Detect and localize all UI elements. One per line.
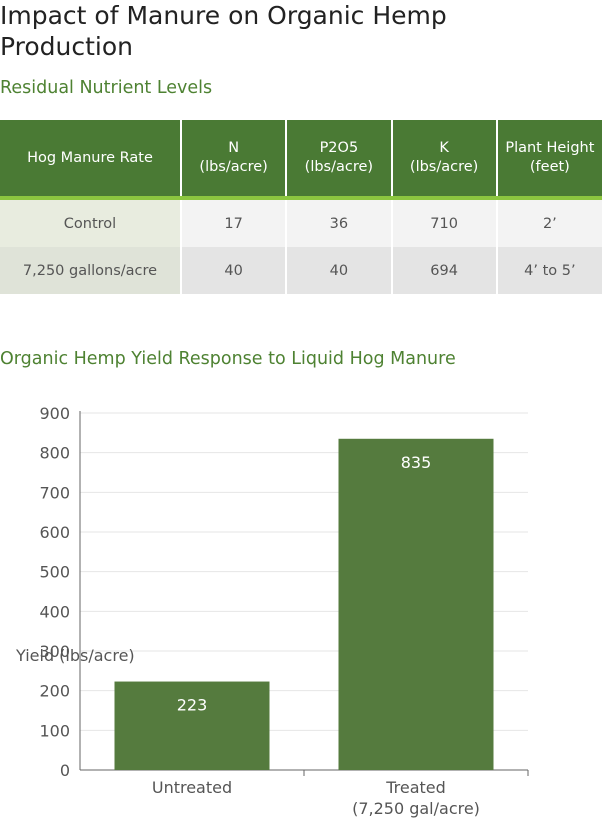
bar	[114, 681, 270, 770]
page-title: Impact of Manure on Organic Hemp Product…	[0, 1, 447, 61]
x-tick-label: (7,250 gal/acre)	[352, 799, 480, 818]
header-p2o5: P2O5 (lbs/acre)	[286, 120, 393, 200]
header-hog-manure-rate: Hog Manure Rate	[0, 120, 182, 200]
cell-p2o5: 36	[286, 198, 393, 247]
table-section-title: Residual Nutrient Levels	[0, 78, 213, 98]
cell-p2o5: 40	[286, 247, 393, 294]
bar	[338, 438, 494, 770]
table-header-row: Hog Manure Rate N (lbs/acre) P2O5 (lbs/a…	[0, 120, 602, 200]
y-tick-label: 0	[60, 761, 70, 780]
table-row: 7,250 gallons/acre 40 40 694 4’ to 5’	[0, 247, 602, 294]
x-tick-label: Untreated	[152, 778, 232, 797]
cell-n: 17	[181, 198, 288, 247]
cell-k: 694	[391, 247, 498, 294]
cell-plant-height: 2’	[496, 198, 602, 247]
y-tick-label: 400	[39, 602, 70, 621]
header-n: N (lbs/acre)	[181, 120, 288, 200]
y-tick-label: 200	[39, 682, 70, 701]
y-tick-label: 600	[39, 523, 70, 542]
yield-chart-svg: 0 100 200 300 400 500 600 700 800 900 223 Untreated…	[15, 404, 529, 818]
bar-value-label: 835	[401, 453, 432, 472]
y-tick-label: 900	[39, 404, 70, 423]
header-plant-height: Plant Height (feet)	[496, 120, 602, 200]
table-row: Control 17 36 710 2’	[0, 198, 602, 247]
x-tick-label: Treated	[385, 778, 446, 797]
cell-rate: Control	[0, 198, 182, 247]
cell-rate: 7,250 gallons/acre	[0, 247, 182, 294]
cell-plant-height: 4’ to 5’	[496, 247, 602, 294]
chart-section-title: Organic Hemp Yield Response to Liquid Ho…	[0, 349, 456, 369]
header-k: K (lbs/acre)	[391, 120, 498, 200]
y-tick-label: 700	[39, 483, 70, 502]
bar-value-label: 223	[177, 696, 208, 715]
y-tick-label: 500	[39, 563, 70, 582]
y-axis-label: Yield (lbs/acre)	[15, 646, 135, 665]
cell-k: 710	[391, 198, 498, 247]
nutrient-table: Hog Manure Rate N (lbs/acre) P2O5 (lbs/a…	[0, 120, 602, 294]
yield-chart: 0 100 200 300 400 500 600 700 800 900 223 Untreated…	[0, 395, 602, 819]
cell-n: 40	[181, 247, 288, 294]
y-tick-label: 800	[39, 444, 70, 463]
y-tick-label: 300	[39, 642, 70, 661]
y-tick-label: 100	[39, 721, 70, 740]
